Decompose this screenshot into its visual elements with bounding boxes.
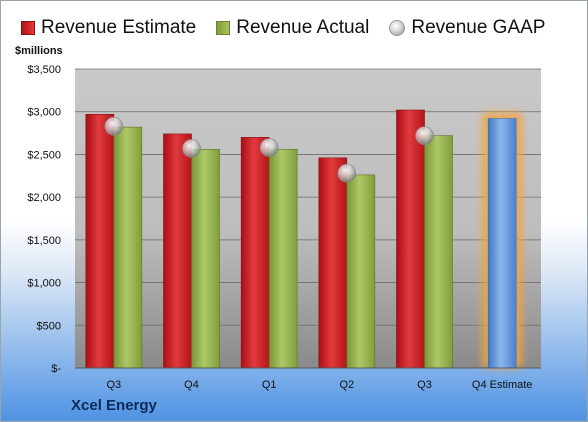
gaap-marker <box>259 138 279 157</box>
bar-estimate <box>318 157 348 369</box>
y-tick-label: $2,000 <box>27 192 61 204</box>
gaap-marker <box>104 116 124 136</box>
bar-actual <box>346 174 376 369</box>
bar-estimate <box>240 137 270 369</box>
plot-area <box>75 69 541 368</box>
x-tick-label: Q3 <box>417 379 432 391</box>
legend-item-actual: Revenue Actual <box>216 17 369 39</box>
legend: Revenue Estimate Revenue Actual Revenue … <box>21 17 565 39</box>
legend-swatch-actual <box>216 21 231 35</box>
legend-item-gaap: Revenue GAAP <box>389 17 545 39</box>
legend-item-estimate: Revenue Estimate <box>21 17 196 39</box>
x-tick-label: Q2 <box>339 379 354 391</box>
x-tick-label: Q4 Estimate <box>472 379 533 391</box>
y-tick-label: $3,500 <box>27 64 61 76</box>
gaap-marker <box>182 139 201 158</box>
bar-actual <box>424 135 453 369</box>
y-tick-label: $500 <box>37 320 61 332</box>
y-tick-label: $3,000 <box>27 107 61 119</box>
gaap-marker <box>415 126 434 145</box>
legend-label-actual: Revenue Actual <box>236 17 370 38</box>
y-axis-unit-label: $millions <box>15 45 63 57</box>
gaap-marker <box>337 163 357 183</box>
bar-estimate <box>85 113 115 369</box>
x-tick-label: Q1 <box>262 379 277 391</box>
legend-swatch-estimate <box>21 21 35 35</box>
bar-forecast-estimate <box>487 118 517 369</box>
company-name: Xcel Energy <box>71 397 157 414</box>
bar-actual <box>268 149 298 369</box>
legend-swatch-gaap <box>389 20 406 36</box>
y-tick-label: $2,500 <box>27 149 61 161</box>
y-tick-label: $1,500 <box>27 235 61 247</box>
x-tick-label: Q3 <box>106 379 121 391</box>
y-tick-label: $1,000 <box>27 278 61 290</box>
bar-estimate <box>163 133 192 369</box>
legend-label-estimate: Revenue Estimate <box>41 17 197 38</box>
bar-actual <box>191 149 220 369</box>
bar-estimate <box>396 109 425 369</box>
x-tick-label: Q4 <box>184 379 199 391</box>
bar-actual <box>113 126 143 369</box>
legend-label-gaap: Revenue GAAP <box>411 17 546 38</box>
y-tick-label: $- <box>51 363 61 375</box>
